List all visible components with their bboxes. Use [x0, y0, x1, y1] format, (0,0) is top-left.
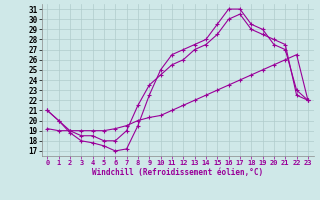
X-axis label: Windchill (Refroidissement éolien,°C): Windchill (Refroidissement éolien,°C): [92, 168, 263, 177]
